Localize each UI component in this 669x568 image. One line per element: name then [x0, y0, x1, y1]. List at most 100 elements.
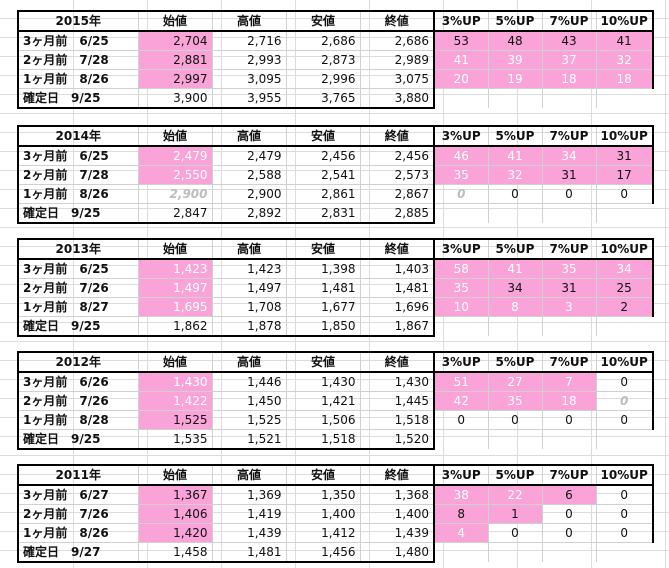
price-low: 1,421: [286, 391, 361, 411]
column-header: 安値: [286, 464, 361, 486]
up-count-cell: [596, 317, 653, 337]
column-header: 終値: [360, 351, 435, 373]
up-count-cell: 51: [434, 372, 489, 392]
row-label: 2ヶ月前 7/26: [17, 278, 139, 298]
up-count-cell: [434, 88, 489, 108]
up-count-cell: [542, 429, 597, 449]
up-count-cell: 3: [542, 297, 597, 317]
up-count-cell: [434, 429, 489, 449]
up-count-cell: 0: [596, 372, 654, 392]
price-close: 3,880: [360, 88, 435, 109]
row-label: 確定日 9/27: [17, 542, 139, 563]
column-header: 10%UP: [596, 351, 654, 373]
price-close: 1,696: [360, 297, 435, 317]
up-count-cell: 0: [542, 523, 597, 543]
up-count-cell: [542, 542, 597, 562]
price-close: 1,368: [360, 485, 435, 505]
up-count-cell: 0: [542, 410, 597, 430]
header-row: 2015年 始値 高値 安値 終値 3%UP 5%UP 7%UP 10%UP: [17, 10, 654, 32]
price-high: 1,497: [212, 278, 287, 298]
up-count-cell: [542, 316, 597, 336]
up-count-cell: 35: [488, 391, 543, 411]
up-count-cell: [596, 430, 653, 450]
up-count-cell: 0: [488, 523, 543, 543]
column-header: 始値: [138, 10, 213, 32]
header-row: 2013年 始値 高値 安値 終値 3%UP 5%UP 7%UP 10%UP: [17, 238, 654, 260]
up-count-cell: 4: [434, 523, 489, 543]
column-header: 高値: [212, 351, 287, 373]
header-row: 2014年 始値 高値 安値 終値 3%UP 5%UP 7%UP 10%UP: [17, 125, 654, 147]
row-label: 1ヶ月前 8/26: [17, 184, 139, 204]
price-close: 2,989: [360, 50, 435, 70]
up-count-cell: [434, 542, 489, 562]
year-table-1: 2014年 始値 高値 安値 終値 3%UP 5%UP 7%UP 10%UP 3ヶ月前 6/25 2…: [17, 125, 654, 224]
up-count-cell: 35: [542, 259, 597, 279]
price-close: 2,867: [360, 184, 435, 204]
column-header: 5%UP: [488, 125, 543, 147]
price-low: 1,398: [286, 259, 361, 279]
column-header: 10%UP: [596, 125, 654, 147]
up-count-cell: 0: [434, 410, 489, 430]
up-count-cell: 0: [542, 184, 597, 204]
up-count-cell: 2: [596, 297, 654, 317]
up-count-cell: 7: [542, 372, 597, 392]
price-low: 2,996: [286, 69, 361, 89]
price-close: 1,430: [360, 372, 435, 392]
price-high: 2,479: [212, 146, 287, 166]
table-row: 1ヶ月前 8/26 2,997 3,095 2,996 3,075 20 19 18 18: [17, 69, 654, 89]
column-header: 10%UP: [596, 238, 654, 260]
year-table-4: 2011年 始値 高値 安値 終値 3%UP 5%UP 7%UP 10%UP 3ヶ月前 6/27 1…: [17, 464, 654, 563]
price-low: 1,350: [286, 485, 361, 505]
column-header: 高値: [212, 464, 287, 486]
column-header: 3%UP: [434, 125, 489, 147]
up-count-cell: 35: [434, 165, 489, 185]
up-count-cell: 48: [488, 31, 543, 51]
column-header: 終値: [360, 125, 435, 147]
price-low: 1,456: [286, 542, 361, 563]
up-count-cell: 0: [596, 485, 654, 505]
year-label: 2015年: [17, 10, 139, 32]
up-count-cell: 32: [488, 165, 543, 185]
price-close: 3,075: [360, 69, 435, 89]
price-high: 2,716: [212, 31, 287, 51]
price-open: 2,479: [138, 146, 213, 166]
up-count-cell: 20: [434, 69, 489, 89]
price-close: 1,867: [360, 316, 435, 337]
price-close: 1,480: [360, 542, 435, 563]
up-count-cell: 10: [434, 297, 489, 317]
table-row: 2ヶ月前 7/26 1,422 1,450 1,421 1,445 42 35 18 0: [17, 391, 654, 411]
price-high: 3,095: [212, 69, 287, 89]
price-low: 1,518: [286, 429, 361, 450]
year-table-3: 2012年 始値 高値 安値 終値 3%UP 5%UP 7%UP 10%UP 3ヶ月前 6/26 1…: [17, 351, 654, 450]
price-low: 1,677: [286, 297, 361, 317]
price-open: 1,430: [138, 372, 213, 392]
row-label: 3ヶ月前 6/26: [17, 372, 139, 392]
table-row: 3ヶ月前 6/25 1,423 1,423 1,398 1,403 58 41 35 34: [17, 259, 654, 279]
price-close: 1,439: [360, 523, 435, 543]
price-close: 2,456: [360, 146, 435, 166]
table-row: 3ヶ月前 6/27 1,367 1,369 1,350 1,368 38 22 6 0: [17, 485, 654, 505]
row-label: 3ヶ月前 6/25: [17, 259, 139, 279]
price-close: 1,520: [360, 429, 435, 450]
up-count-cell: 38: [434, 485, 489, 505]
table-row: 2ヶ月前 7/28 2,550 2,588 2,541 2,573 35 32 31 17: [17, 165, 654, 185]
price-close: 2,573: [360, 165, 435, 185]
up-count-cell: [488, 542, 543, 562]
price-high: 3,955: [212, 88, 287, 109]
price-close: 2,686: [360, 31, 435, 51]
price-open: 1,367: [138, 485, 213, 505]
row-label: 1ヶ月前 8/27: [17, 297, 139, 317]
table-row: 2ヶ月前 7/28 2,881 2,993 2,873 2,989 41 39 37 32: [17, 50, 654, 70]
up-count-cell: 37: [542, 50, 597, 70]
column-header: 終値: [360, 238, 435, 260]
column-header: 安値: [286, 10, 361, 32]
price-open: 1,695: [138, 297, 213, 317]
table-row: 3ヶ月前 6/25 2,479 2,479 2,456 2,456 46 41 34 31: [17, 146, 654, 166]
table-row: 3ヶ月前 6/25 2,704 2,716 2,686 2,686 53 48 43 41: [17, 31, 654, 51]
up-count-cell: 8: [434, 504, 489, 524]
up-count-cell: 22: [488, 485, 543, 505]
price-high: 1,521: [212, 429, 287, 450]
header-row: 2011年 始値 高値 安値 終値 3%UP 5%UP 7%UP 10%UP: [17, 464, 654, 486]
up-count-cell: [488, 203, 543, 223]
up-count-cell: 31: [542, 165, 597, 185]
